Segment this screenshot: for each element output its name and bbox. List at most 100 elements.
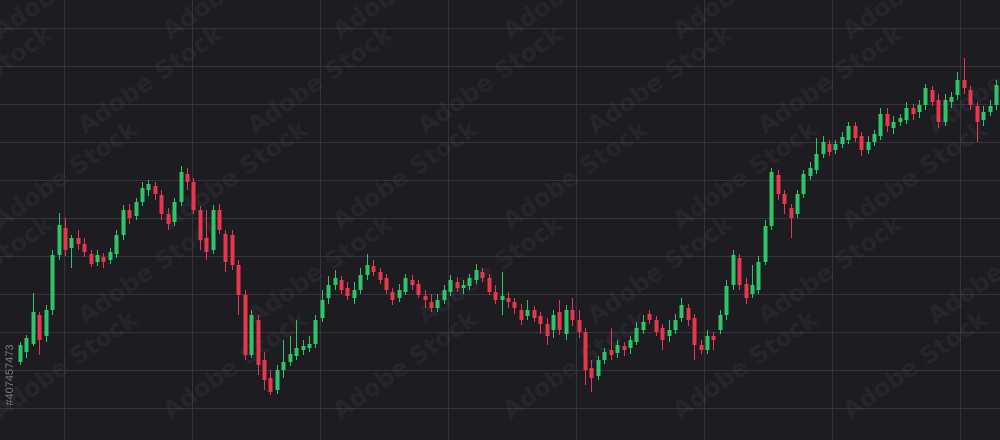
- candle-65: [435, 294, 440, 312]
- candle-body-23: [166, 214, 171, 224]
- candle-113: [744, 278, 749, 304]
- candle-81: [538, 312, 543, 334]
- candle-body-46: [313, 320, 318, 344]
- candle-body-54: [365, 265, 370, 275]
- candle-57: [384, 274, 389, 294]
- candle-body-66: [442, 290, 447, 300]
- candle-150: [981, 106, 986, 126]
- candle-80: [532, 306, 537, 322]
- candle-body-147: [962, 80, 967, 88]
- candle-137: [898, 114, 903, 126]
- candle-115: [756, 256, 761, 294]
- candle-body-41: [281, 362, 286, 370]
- candle-body-1: [24, 338, 29, 352]
- candle-147: [962, 58, 967, 94]
- candle-78: [519, 304, 524, 325]
- candle-body-64: [429, 302, 434, 308]
- candle-body-134: [878, 114, 883, 136]
- candle-60: [403, 274, 408, 295]
- candle-75: [500, 272, 505, 315]
- candle-32: [223, 230, 228, 272]
- candle-body-11: [89, 254, 94, 264]
- candle-25: [179, 166, 184, 206]
- candle-body-56: [378, 272, 383, 280]
- candle-body-93: [615, 345, 620, 353]
- candle-body-112: [737, 258, 742, 285]
- candle-body-49: [333, 278, 338, 285]
- candle-79: [525, 300, 530, 320]
- candle-11: [89, 250, 94, 267]
- candle-body-22: [159, 195, 164, 214]
- candle-51: [345, 282, 350, 300]
- candle-body-115: [756, 262, 761, 290]
- candle-50: [339, 276, 344, 294]
- candle-132: [866, 136, 871, 154]
- candle-140: [917, 100, 922, 118]
- candle-36: [249, 310, 254, 358]
- candle-body-68: [455, 282, 460, 288]
- candle-103: [679, 298, 684, 322]
- candle-77: [512, 298, 517, 314]
- candle-96: [634, 322, 639, 345]
- candle-body-43: [294, 348, 299, 356]
- candle-4: [44, 305, 49, 342]
- candle-body-25: [179, 172, 184, 202]
- candle-body-45: [307, 344, 312, 348]
- candle-body-21: [153, 186, 158, 194]
- candle-body-57: [384, 278, 389, 290]
- candle-body-24: [172, 202, 177, 222]
- candle-body-19: [140, 188, 145, 202]
- candle-9: [76, 230, 81, 250]
- candle-body-6: [57, 225, 62, 255]
- candle-body-81: [538, 316, 543, 324]
- candle-body-97: [641, 322, 646, 330]
- candle-body-52: [352, 290, 357, 298]
- candle-0: [18, 342, 23, 365]
- candle-131: [859, 132, 864, 156]
- candle-35: [243, 290, 248, 360]
- candle-99: [654, 316, 659, 336]
- candle-52: [352, 282, 357, 304]
- candle-body-73: [487, 278, 492, 292]
- candle-body-119: [782, 194, 787, 204]
- candle-body-109: [718, 315, 723, 330]
- candle-24: [172, 198, 177, 226]
- candle-31: [217, 204, 222, 234]
- candle-112: [737, 254, 742, 290]
- candle-body-143: [936, 100, 941, 122]
- candle-body-84: [557, 312, 562, 330]
- candle-87: [577, 310, 582, 338]
- candle-body-116: [763, 226, 768, 262]
- candle-88: [583, 328, 588, 385]
- candle-body-135: [885, 114, 890, 126]
- candle-68: [455, 277, 460, 292]
- candle-body-32: [223, 234, 228, 262]
- candle-114: [750, 265, 755, 298]
- candle-102: [673, 314, 678, 334]
- candle-body-144: [943, 100, 948, 122]
- candle-body-12: [95, 255, 100, 262]
- candle-body-96: [634, 328, 639, 342]
- candle-61: [410, 275, 415, 290]
- candle-body-13: [101, 257, 106, 262]
- candle-body-124: [814, 154, 819, 170]
- candle-body-33: [230, 235, 235, 265]
- candle-66: [442, 285, 447, 304]
- candle-62: [416, 280, 421, 298]
- candle-body-111: [731, 255, 736, 285]
- candle-110: [724, 280, 729, 320]
- candle-body-20: [146, 184, 151, 190]
- candle-body-141: [923, 88, 928, 105]
- candle-body-78: [519, 310, 524, 320]
- candle-body-76: [506, 298, 511, 302]
- candle-body-89: [589, 368, 594, 378]
- candle-body-113: [744, 284, 749, 298]
- candle-128: [840, 132, 845, 148]
- candle-5: [50, 250, 55, 315]
- candle-body-10: [82, 244, 87, 252]
- candle-19: [140, 182, 145, 206]
- candle-37: [256, 315, 261, 375]
